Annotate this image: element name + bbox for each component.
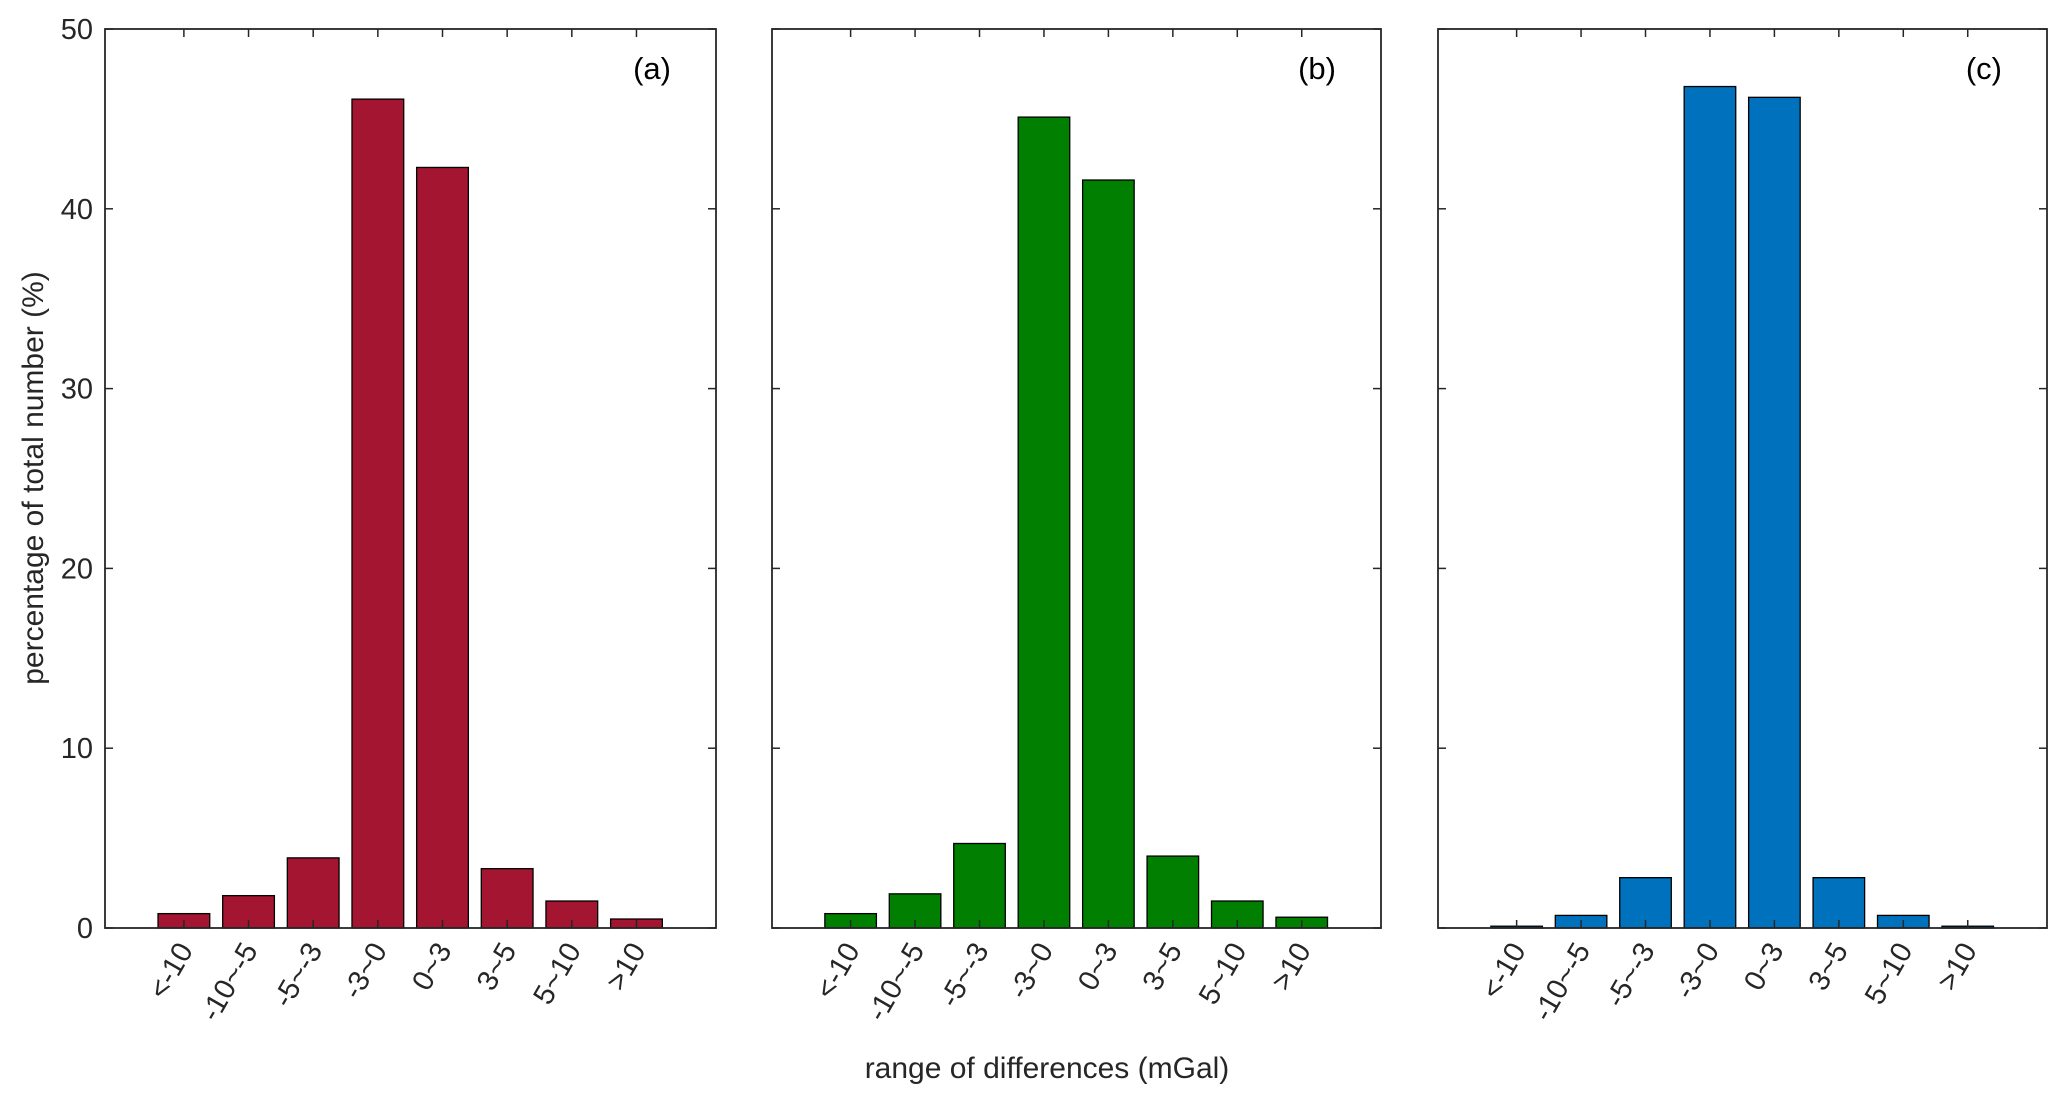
x-tick-label: -10~-5 — [861, 938, 931, 1027]
bar-0~3 — [1081, 179, 1135, 929]
plot-area — [105, 29, 716, 928]
x-tick-label: 3~5 — [471, 938, 523, 997]
plot-area — [1438, 29, 2047, 928]
x-tick-label: 0~3 — [1072, 938, 1124, 997]
x-tick-label: -3~0 — [337, 938, 394, 1005]
bar-3~5 — [1812, 877, 1866, 929]
x-tick-label: 5~10 — [1193, 938, 1253, 1011]
x-axis-label: range of differences (mGal) — [865, 1052, 1230, 1085]
panel-label: (b) — [1298, 51, 1336, 86]
x-tick-label: 3~5 — [1137, 938, 1189, 997]
x-tick-label: <-10 — [143, 938, 200, 1005]
y-tick-label: 50 — [61, 14, 93, 46]
x-tick-label: 3~5 — [1803, 938, 1855, 997]
x-tick-label: -3~0 — [1003, 938, 1060, 1005]
y-tick-label: 20 — [61, 553, 93, 585]
y-tick-label: 30 — [61, 374, 93, 406]
x-tick-label: 5~10 — [528, 938, 588, 1011]
x-tick-label: 0~3 — [1738, 938, 1790, 997]
axes-box — [1437, 28, 2048, 929]
x-tick-label: -5~-3 — [1600, 938, 1662, 1013]
panel-label: (a) — [633, 51, 671, 86]
x-tick-label: >10 — [1265, 938, 1317, 997]
bar--5~-3 — [286, 857, 340, 929]
panel-label: (c) — [1966, 51, 2002, 86]
bar--3~0 — [1017, 116, 1071, 929]
bar--5~-3 — [953, 842, 1006, 929]
x-tick-label: -3~0 — [1669, 938, 1726, 1005]
y-tick-label: 40 — [61, 194, 93, 226]
bar-0~3 — [415, 166, 470, 929]
x-tick-label: 5~10 — [1859, 938, 1919, 1011]
x-tick-label: -5~-3 — [267, 938, 329, 1013]
x-tick-label: -10~-5 — [195, 938, 265, 1027]
x-tick-label: <-10 — [1476, 938, 1533, 1005]
y-tick-label: 10 — [61, 733, 93, 765]
plot-area — [772, 29, 1381, 928]
bar-0~3 — [1747, 96, 1801, 929]
bar--3~0 — [1683, 85, 1737, 929]
bar-3~5 — [1146, 855, 1200, 929]
x-tick-label: >10 — [600, 938, 652, 997]
axes-box — [104, 28, 717, 929]
x-tick-label: -5~-3 — [934, 938, 996, 1013]
y-axis-label: percentage of total number (%) — [17, 271, 50, 685]
bar--5~-3 — [1619, 877, 1672, 929]
x-tick-label: 0~3 — [406, 938, 458, 997]
axes-box — [771, 28, 1382, 929]
x-tick-label: <-10 — [810, 938, 867, 1005]
x-tick-label: >10 — [1931, 938, 1983, 997]
bar-3~5 — [480, 868, 534, 929]
bar--3~0 — [351, 98, 405, 929]
x-tick-label: -10~-5 — [1527, 938, 1597, 1027]
y-tick-label: 0 — [77, 913, 93, 945]
